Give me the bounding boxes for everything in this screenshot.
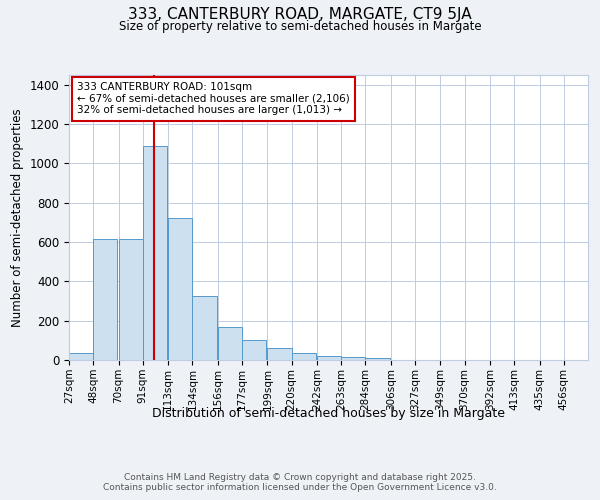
Bar bbox=[119, 239, 143, 360]
Bar bbox=[143, 146, 167, 360]
Bar bbox=[242, 340, 266, 360]
Text: 333, CANTERBURY ROAD, MARGATE, CT9 5JA: 333, CANTERBURY ROAD, MARGATE, CT9 5JA bbox=[128, 8, 472, 22]
Bar bbox=[292, 353, 316, 360]
Bar bbox=[341, 357, 365, 360]
Text: 333 CANTERBURY ROAD: 101sqm
← 67% of semi-detached houses are smaller (2,106)
32: 333 CANTERBURY ROAD: 101sqm ← 67% of sem… bbox=[77, 82, 350, 116]
Text: Size of property relative to semi-detached houses in Margate: Size of property relative to semi-detach… bbox=[119, 20, 481, 33]
Bar bbox=[317, 356, 341, 360]
Bar bbox=[193, 296, 217, 360]
Bar bbox=[168, 218, 193, 360]
Bar bbox=[218, 326, 242, 360]
Bar bbox=[93, 239, 118, 360]
Text: Distribution of semi-detached houses by size in Margate: Distribution of semi-detached houses by … bbox=[152, 408, 505, 420]
Bar bbox=[365, 358, 389, 360]
Text: Contains HM Land Registry data © Crown copyright and database right 2025.
Contai: Contains HM Land Registry data © Crown c… bbox=[103, 472, 497, 492]
Y-axis label: Number of semi-detached properties: Number of semi-detached properties bbox=[11, 108, 24, 327]
Bar bbox=[268, 348, 292, 360]
Bar bbox=[69, 353, 93, 360]
